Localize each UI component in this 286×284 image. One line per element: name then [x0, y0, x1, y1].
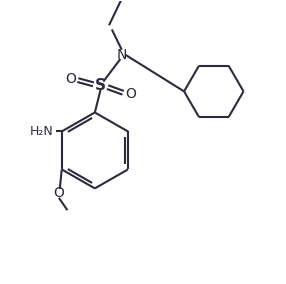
Text: O: O	[65, 72, 76, 86]
Text: S: S	[95, 78, 106, 93]
Text: N: N	[117, 48, 127, 62]
Text: O: O	[125, 87, 136, 101]
Text: O: O	[53, 186, 64, 200]
Text: H₂N: H₂N	[29, 125, 53, 138]
